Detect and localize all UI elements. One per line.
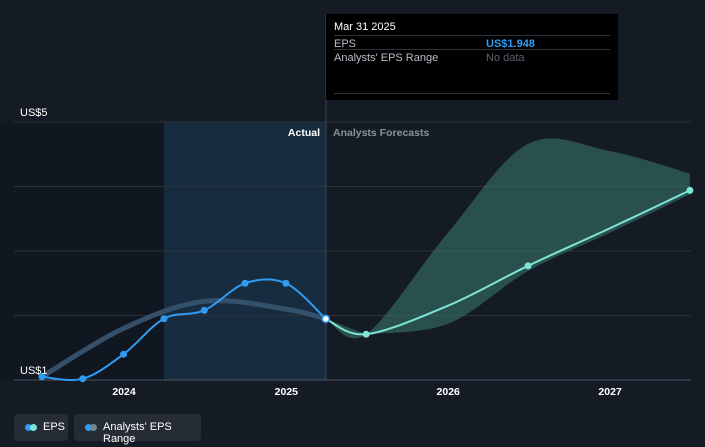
x-tick-label: 2026 [437,386,461,398]
legend-eps-label: EPS [43,421,66,433]
eps-forecast-point[interactable] [686,186,694,194]
x-tick-label: 2027 [598,386,622,398]
eps-point[interactable] [241,279,249,287]
eps-point[interactable] [160,315,168,323]
legend-eps-swatch [25,424,32,431]
tooltip-range-label: Analysts' EPS Range [334,52,439,64]
eps-forecast-point[interactable] [524,262,532,270]
eps-forecast-point[interactable] [362,330,370,338]
y-label-top: US$5 [20,107,48,119]
x-tick-label: 2025 [275,386,299,398]
legend-eps-button[interactable]: EPS [14,414,68,441]
y-label-bottom: US$1 [20,365,48,377]
eps-point[interactable] [120,350,128,358]
tooltip-row-eps: EPS US$1.948 [334,35,610,50]
tooltip-range-value: No data [486,52,525,64]
eps-actual-line [41,278,327,382]
legend-range-swatch [85,424,92,431]
eps-point[interactable] [79,375,87,383]
legend-range-label: Analysts' EPS Range [103,421,172,445]
tooltip-divider [334,93,610,94]
actual-label: Actual [288,127,320,139]
x-tick-label: 2024 [112,386,136,398]
legend-eps-swatch-forecast [30,424,37,431]
eps-point[interactable] [200,306,208,314]
forecast-range-area [325,138,690,339]
legend-range-swatch-forecast [90,424,97,431]
eps-point[interactable] [321,314,331,324]
tooltip-eps-label: EPS [334,38,357,50]
analysts-eps-range-line [39,298,329,380]
tooltip-eps-value: US$1.948 [486,38,535,50]
tooltip-row-range: Analysts' EPS Range No data [334,49,610,64]
eps-point[interactable] [38,373,46,381]
tooltip-date: Mar 31 2025 [334,21,396,33]
tooltip: Mar 31 2025 EPS US$1.948 Analysts' EPS R… [326,14,618,100]
eps-point[interactable] [282,279,290,287]
forecast-label: Analysts Forecasts [333,127,429,139]
legend-range-button[interactable]: Analysts' EPS Range [74,414,201,445]
